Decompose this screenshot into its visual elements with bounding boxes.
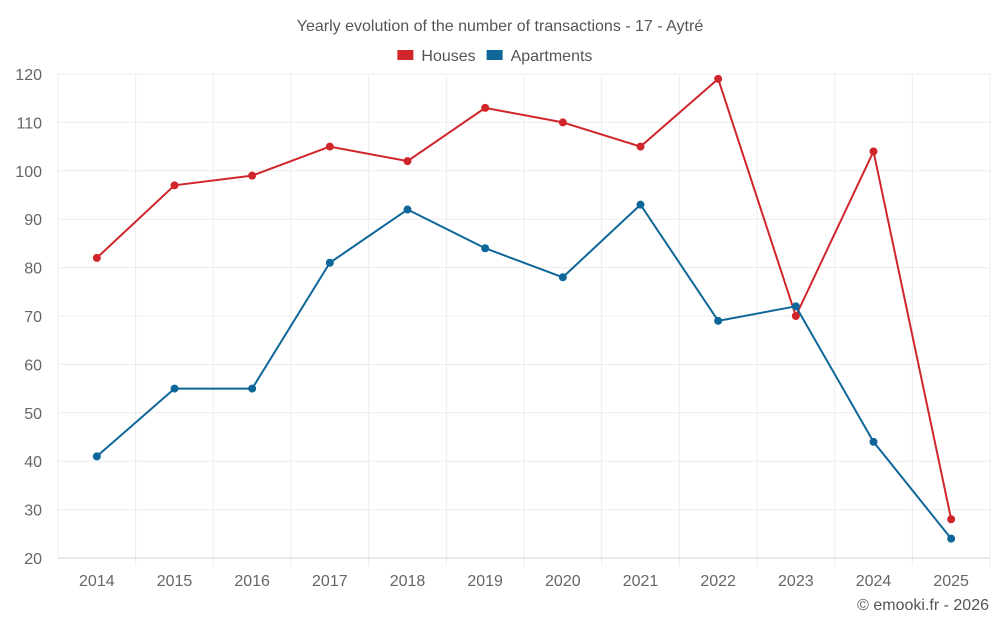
x-tick-label: 2022 [700, 573, 736, 590]
x-tick-label: 2025 [933, 573, 969, 590]
y-tick-label: 120 [15, 67, 42, 84]
legend-swatch [397, 50, 414, 60]
data-point-houses[interactable] [403, 157, 412, 166]
y-tick-label: 30 [24, 503, 42, 520]
data-point-apartments[interactable] [558, 273, 567, 282]
legend-label: Apartments [511, 48, 593, 65]
y-tick-label: 20 [24, 551, 42, 568]
x-tick-label: 2014 [79, 573, 115, 590]
data-point-houses[interactable] [481, 103, 490, 112]
series-line-houses [96, 77, 953, 520]
data-point-apartments[interactable] [170, 384, 179, 393]
data-point-apartments[interactable] [403, 205, 412, 214]
data-point-apartments[interactable] [636, 200, 645, 209]
y-tick-label: 40 [24, 454, 42, 471]
data-point-houses[interactable] [170, 181, 179, 190]
data-point-houses[interactable] [248, 171, 257, 180]
legend-item-houses[interactable]: Houses [397, 48, 476, 65]
x-tick-label: 2017 [312, 573, 348, 590]
y-tick-label: 50 [24, 406, 42, 423]
data-point-apartments[interactable] [481, 244, 490, 253]
chart-title: Yearly evolution of the number of transa… [297, 18, 704, 35]
legend: Houses Apartments [397, 48, 592, 65]
y-tick-label: 100 [15, 164, 42, 181]
data-point-houses[interactable] [636, 142, 645, 151]
axes: 20 30 40 50 60 70 80 90 100 110 120 2014 2015 2016 201… [15, 67, 990, 590]
x-tick-label: 2023 [778, 573, 814, 590]
y-tick-label: 110 [16, 115, 42, 132]
data-point-houses[interactable] [947, 515, 956, 524]
data-point-houses[interactable] [791, 312, 800, 320]
data-point-houses[interactable] [558, 118, 567, 127]
legend-swatch [486, 50, 503, 60]
x-tick-label: 2018 [390, 573, 426, 590]
series-layer [92, 74, 956, 543]
x-tick-label: 2019 [467, 573, 503, 590]
data-point-apartments[interactable] [869, 437, 878, 446]
data-point-apartments[interactable] [325, 258, 334, 267]
y-tick-label: 70 [24, 309, 42, 326]
credit-text: © emooki.fr - 2026 [857, 597, 989, 614]
y-tick-label: 80 [24, 261, 42, 278]
series-line-apartments [96, 203, 952, 540]
data-point-apartments[interactable] [714, 316, 723, 325]
x-tick-label: 2020 [545, 573, 581, 590]
data-point-houses[interactable] [714, 74, 723, 83]
y-tick-label: 60 [24, 357, 42, 374]
data-point-houses[interactable] [325, 142, 334, 151]
data-point-houses[interactable] [92, 253, 101, 262]
data-point-apartments[interactable] [248, 384, 257, 393]
x-tick-label: 2016 [234, 573, 270, 590]
x-tick-label: 2015 [157, 573, 193, 590]
y-tick-label: 90 [24, 212, 42, 229]
grid [57, 73, 991, 566]
data-point-apartments[interactable] [791, 302, 800, 311]
legend-item-apartments[interactable]: Apartments [486, 48, 593, 65]
legend-label: Houses [421, 48, 475, 65]
x-tick-label: 2024 [856, 573, 892, 590]
data-point-apartments[interactable] [947, 534, 956, 543]
x-tick-label: 2021 [623, 573, 659, 590]
data-point-apartments[interactable] [92, 452, 101, 461]
data-point-houses[interactable] [869, 147, 878, 156]
